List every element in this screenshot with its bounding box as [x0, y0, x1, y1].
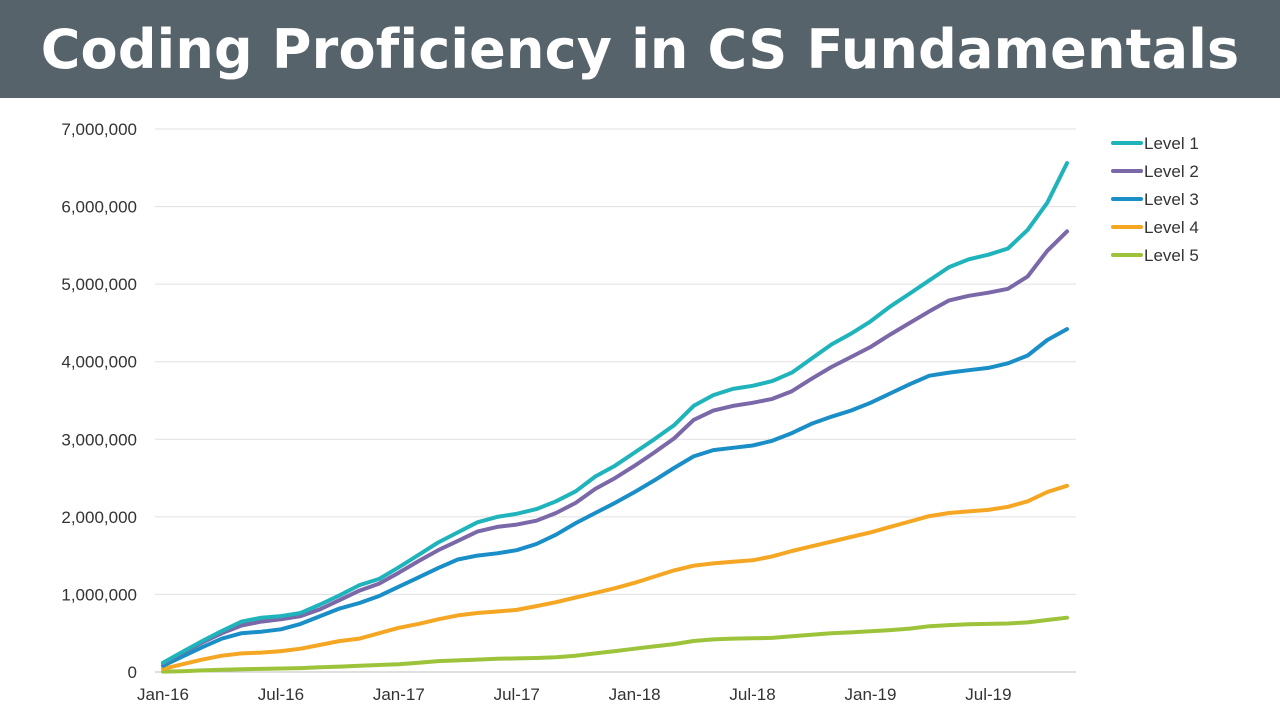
legend-label: Level 2 [1144, 162, 1199, 181]
y-axis-tick-labels: 0 1,000,000 2,000,000 3,000,000 4,000,000 5,0… [61, 120, 137, 682]
legend-label: Level 4 [1144, 218, 1199, 237]
y-tick-label: 6,000,000 [61, 198, 137, 217]
x-tick-label: Jan-16 [137, 685, 189, 704]
y-tick-label: 5,000,000 [61, 275, 137, 294]
x-tick-label: Jan-18 [609, 685, 661, 704]
x-tick-label: Jul-19 [965, 685, 1011, 704]
legend-label: Level 5 [1144, 246, 1199, 265]
x-tick-label: Jul-16 [258, 685, 304, 704]
legend-label: Level 3 [1144, 190, 1199, 209]
series-line-level-4 [161, 483, 1069, 671]
series-line-level-1 [161, 161, 1069, 665]
legend: Level 1 Level 2 Level 3 Level 4 Level 5 [1111, 134, 1199, 265]
x-tick-label: Jul-18 [729, 685, 775, 704]
y-tick-label: 0 [128, 663, 137, 682]
y-tick-label: 4,000,000 [61, 353, 137, 372]
series-line-level-3 [161, 327, 1069, 668]
x-tick-label: Jan-19 [844, 685, 896, 704]
x-tick-label: Jul-17 [494, 685, 540, 704]
title-banner: Coding Proficiency in CS Fundamentals [0, 0, 1280, 98]
gridlines [155, 128, 1076, 673]
series-line-level-2 [161, 229, 1069, 666]
y-tick-label: 2,000,000 [61, 508, 137, 527]
y-tick-label: 1,000,000 [61, 585, 137, 604]
page-title: Coding Proficiency in CS Fundamentals [40, 17, 1240, 81]
x-tick-label: Jan-17 [373, 685, 425, 704]
legend-label: Level 1 [1144, 134, 1199, 153]
x-axis-tick-labels: Jan-16 Jul-16 Jan-17 Jul-17 Jan-18 Jul-18 Jan-… [137, 685, 1012, 704]
line-chart: 0 1,000,000 2,000,000 3,000,000 4,000,000 5,0… [61, 120, 1199, 704]
series-lines [161, 161, 1069, 674]
y-tick-label: 7,000,000 [61, 120, 137, 139]
y-tick-label: 3,000,000 [61, 430, 137, 449]
series-line-level-5 [161, 615, 1069, 674]
